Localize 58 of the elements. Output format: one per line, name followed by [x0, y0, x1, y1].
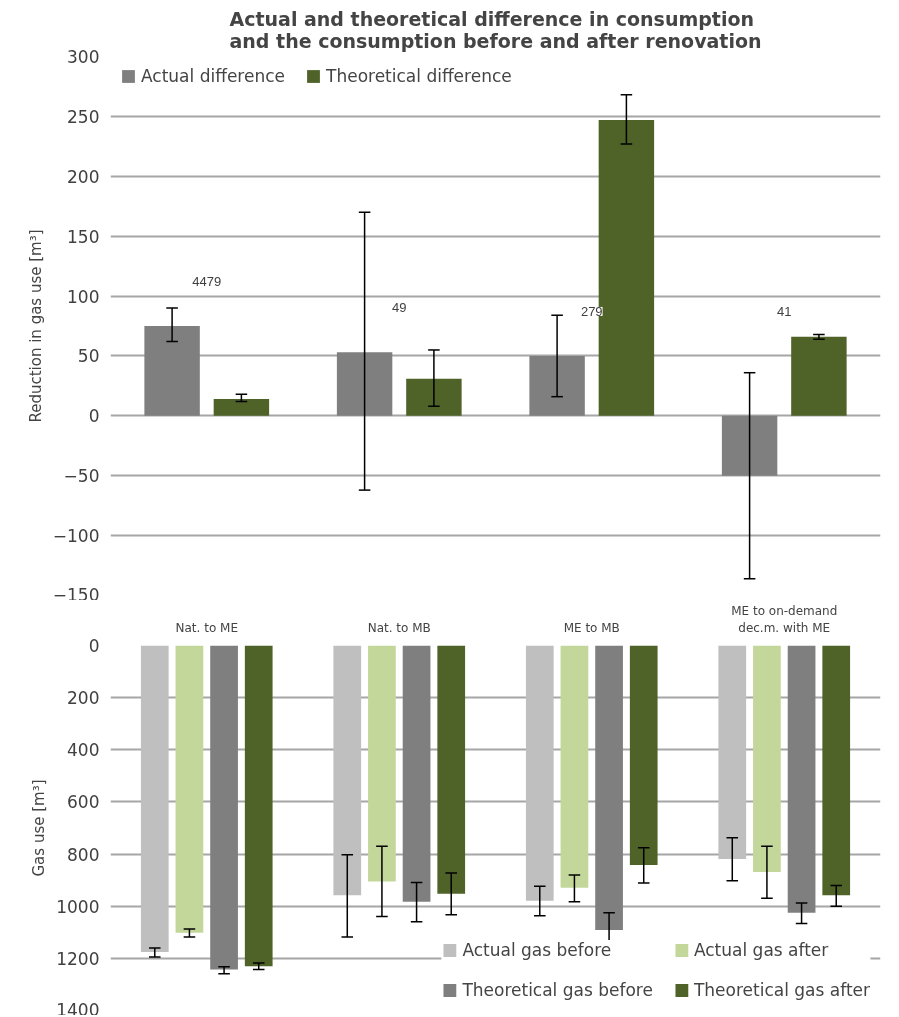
y-tick-label: 250 [67, 106, 100, 127]
legend-label: Actual gas after [693, 940, 829, 960]
y-tick-label: 0 [88, 636, 100, 656]
bar [791, 336, 847, 416]
x-tick-label: ME to MB [563, 620, 620, 635]
x-tick-label: Nat. to MB [367, 620, 431, 635]
y-tick-label: −50 [63, 466, 100, 487]
bar [721, 415, 778, 476]
y-tick-label: 300 [67, 47, 100, 67]
bar [244, 645, 273, 967]
bar [629, 645, 658, 866]
bar [333, 645, 362, 896]
legend-label: Theoretical difference [326, 66, 512, 86]
y-tick-label: 1000 [56, 896, 100, 917]
bar [718, 645, 747, 860]
annotation: 279 [580, 303, 603, 319]
chart-title: Actual and theoretical difference in consumption and the consumption before and after renovation [229, 7, 762, 52]
y-tick-label: 600 [67, 792, 100, 813]
y-tick-label: 100 [67, 286, 100, 307]
annotation: 4479 [192, 274, 222, 289]
bar [210, 645, 238, 970]
legend-label: Theoretical gas after [693, 980, 870, 1000]
y-tick-label: 400 [67, 740, 100, 761]
legend-label: Actual gas before [462, 940, 612, 960]
annotation: 49 [392, 300, 407, 316]
bar [525, 645, 554, 901]
y-tick-label: −100 [52, 526, 100, 547]
bar [437, 645, 466, 894]
y-tick-label: 150 [67, 226, 100, 247]
y-axis-title: Reduction in gas use [m³] [26, 229, 45, 423]
bar [753, 645, 781, 873]
bar [822, 645, 851, 896]
x-tick-label: ME to on-demand dec.m. with ME [731, 603, 838, 635]
bar [213, 399, 270, 416]
y-tick-label: 50 [77, 346, 100, 367]
bar [175, 645, 204, 933]
y-tick-label: 1200 [56, 948, 100, 969]
annotation: 41 [777, 303, 792, 319]
y-tick-label: 200 [67, 166, 100, 187]
y-tick-label: 200 [67, 688, 100, 709]
bar [787, 645, 816, 913]
x-tick-label: Nat. to ME [175, 620, 238, 635]
bar [560, 645, 589, 888]
legend-label: Actual difference [141, 66, 286, 86]
bar [336, 352, 393, 416]
y-tick-label: 0 [88, 406, 100, 427]
bar [368, 645, 396, 882]
bar [140, 645, 169, 953]
bar [144, 326, 200, 416]
bar [595, 645, 623, 930]
bar [529, 355, 585, 416]
y-tick-label: 800 [67, 844, 100, 865]
y-tick-label: 1400 [56, 999, 100, 1017]
bar [402, 645, 431, 902]
y-tick-label: −150 [52, 584, 100, 605]
y-axis-title: Gas use [m³] [30, 779, 49, 877]
legend-label: Theoretical gas before [462, 980, 653, 1000]
bar [406, 378, 462, 416]
